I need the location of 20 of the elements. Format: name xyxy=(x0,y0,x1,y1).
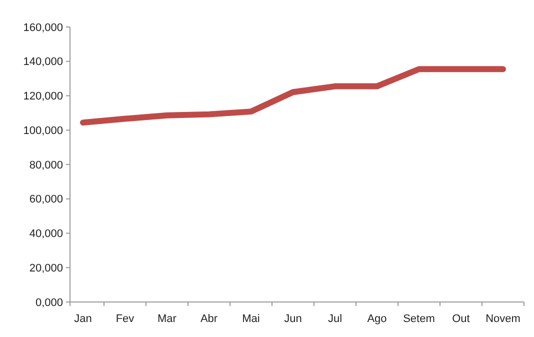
x-tick-label: Setem xyxy=(403,313,435,325)
x-tick-label: Jun xyxy=(284,313,302,325)
y-tick-label: 40,000 xyxy=(29,228,63,240)
x-tick-label: Jan xyxy=(74,313,92,325)
x-tick-label: Out xyxy=(452,313,470,325)
y-tick-label: 0,000 xyxy=(35,296,63,309)
x-tick-label: Mar xyxy=(158,313,177,325)
y-tick-label: 100,000 xyxy=(23,124,63,137)
x-tick-label: Abr xyxy=(200,313,218,325)
y-tick-label: 140,000 xyxy=(23,56,63,68)
x-tick-label: Jul xyxy=(328,313,342,325)
x-tick-label: Fev xyxy=(116,313,135,325)
y-tick-label: 160,000 xyxy=(23,22,63,34)
x-tick-label: Novem xyxy=(486,313,520,325)
y-tick-label: 120,000 xyxy=(23,90,63,103)
x-tick-label: Mai xyxy=(242,313,260,325)
x-tick-label: Ago xyxy=(367,313,387,325)
y-tick-label: 60,000 xyxy=(29,194,63,206)
y-tick-label: 80,000 xyxy=(29,159,63,172)
y-tick-label: 20,000 xyxy=(29,262,63,274)
